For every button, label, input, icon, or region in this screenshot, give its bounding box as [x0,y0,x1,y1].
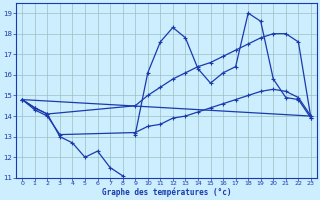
X-axis label: Graphe des températures (°c): Graphe des températures (°c) [102,188,231,197]
